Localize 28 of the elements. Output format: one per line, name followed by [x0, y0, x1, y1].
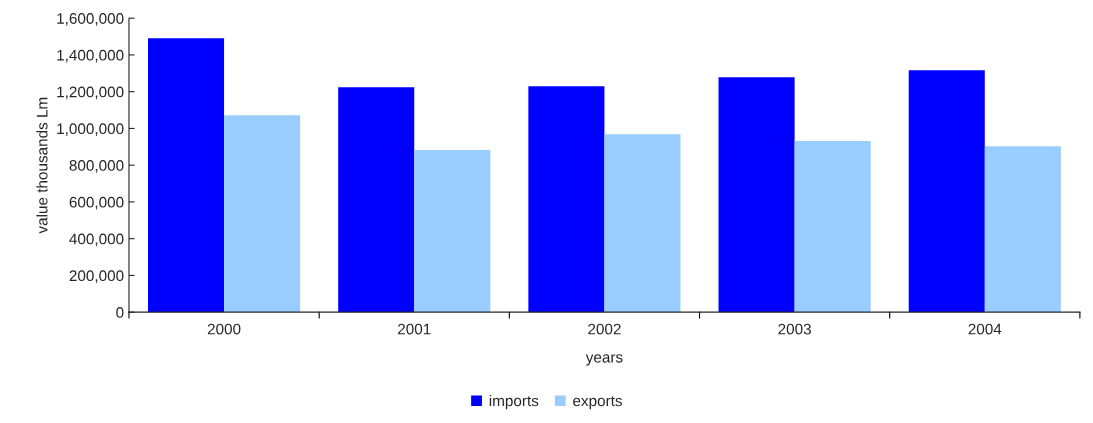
y-tick-label: 400,000 [69, 233, 124, 247]
y-tick-label: 600,000 [69, 196, 124, 210]
y-tick-label: 1,200,000 [57, 86, 124, 100]
x-tick-label: 2001 [398, 323, 431, 335]
legend-label: imports [489, 395, 539, 410]
bar [338, 87, 415, 313]
y-tick-label: 1,600,000 [57, 13, 124, 26]
x-tick-label: 2004 [968, 323, 1002, 335]
bar [224, 115, 301, 313]
bar [414, 150, 491, 313]
y-tick-label: 200,000 [69, 270, 124, 283]
x-axis-title: years [585, 354, 623, 366]
bar [908, 70, 985, 313]
bar [984, 146, 1061, 313]
bar [718, 77, 795, 313]
y-tick-label: 0 [116, 307, 124, 318]
bar [604, 134, 681, 313]
y-tick-label: 800,000 [69, 160, 124, 173]
x-tick-label: 2002 [588, 323, 621, 335]
bar [147, 38, 225, 313]
x-tick-label: 2003 [778, 323, 811, 335]
y-tick-label: 1,000,000 [57, 123, 124, 136]
y-tick-label: 1,400,000 [57, 49, 124, 63]
bar [794, 141, 871, 313]
x-tick-label: 2000 [207, 323, 241, 335]
bar [528, 86, 605, 313]
y-axis-title: value thousands Lm [36, 97, 48, 234]
legend-label: exports [573, 396, 623, 410]
